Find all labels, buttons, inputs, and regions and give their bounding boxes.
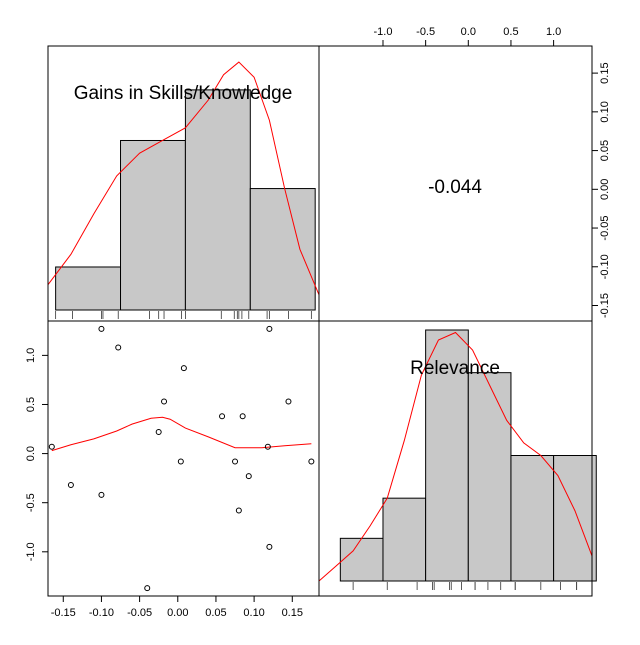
- bottom-axis-tick-label: -0.10: [89, 607, 114, 619]
- scatter-point: [115, 344, 122, 351]
- marks-layer: [48, 311, 578, 592]
- right-axis-tick-label: -0.15: [599, 293, 611, 318]
- relevance-density-curve: [318, 331, 593, 582]
- relevance-histogram-bar: [467, 372, 512, 582]
- curves-layer: [47, 61, 593, 582]
- scatter-point: [245, 473, 252, 480]
- scatter-point: [266, 543, 273, 550]
- scatter-point: [144, 585, 151, 592]
- relevance-histogram-bar: [553, 455, 597, 582]
- scatter-point: [285, 398, 292, 405]
- top-axis-tick-label: -1.0: [374, 26, 393, 38]
- relevance-histogram-bar: [510, 455, 555, 582]
- gains-histogram-bar: [249, 188, 316, 311]
- scatter-smooth-line: [51, 416, 312, 452]
- left-axis-tick-label: 0.0: [25, 446, 37, 461]
- scatter-point: [48, 443, 55, 450]
- gains-density-curve: [47, 61, 320, 296]
- top-axis-tick-label: -0.5: [416, 26, 435, 38]
- right-axis-tick-label: 0.15: [599, 62, 611, 83]
- scatter-point: [98, 491, 105, 498]
- panel-bottom-left-frame: [47, 320, 320, 597]
- scatter-point: [266, 325, 273, 332]
- gains-histogram-bar: [55, 266, 122, 311]
- right-axis-tick-label: -0.10: [599, 254, 611, 279]
- scatter-point: [98, 325, 105, 332]
- correlation-value: -0.044: [428, 177, 482, 198]
- panel-bottom-right-frame: [318, 320, 593, 597]
- histogram-bars-layer: [55, 89, 597, 582]
- bottom-axis-tick-label: 0.15: [282, 607, 303, 619]
- gains-histogram-bar: [184, 89, 251, 311]
- scatter-point: [308, 458, 315, 465]
- scatter-point: [161, 398, 168, 405]
- axes-layer: -1.0 -0.5 0.0 0.5 1.0 -0.15 -0.10 -0.05 0.00 0.05…: [25, 26, 611, 619]
- right-axis-tick-label: 0.05: [599, 140, 611, 161]
- top-axis-tick-label: 0.5: [503, 26, 518, 38]
- left-axis-tick-label: 1.0: [25, 348, 37, 363]
- scatter-point: [177, 458, 184, 465]
- top-axis-tick-label: 0.0: [461, 26, 476, 38]
- scatter-point: [219, 413, 226, 420]
- scatter-point: [235, 507, 242, 514]
- left-axis-tick-label: -1.0: [25, 542, 37, 561]
- scatter-point: [180, 365, 187, 372]
- relevance-histogram-bar: [382, 497, 427, 582]
- left-axis-tick-label: 0.5: [25, 397, 37, 412]
- left-axis-tick-label: -0.5: [25, 493, 37, 512]
- bottom-axis-tick-label: -0.05: [127, 607, 152, 619]
- variable-label-relevance: Relevance: [410, 358, 500, 379]
- relevance-histogram-bar: [425, 329, 469, 582]
- scatter-point: [67, 482, 74, 489]
- relevance-histogram-bar: [339, 537, 384, 582]
- variable-label-gains: Gains in Skills/Knowledge: [74, 83, 293, 104]
- right-axis-tick-label: 0.10: [599, 101, 611, 122]
- scatter-point: [239, 413, 246, 420]
- bottom-axis-tick-label: 0.10: [243, 607, 264, 619]
- scatter-point: [264, 443, 271, 450]
- bottom-axis-tick-label: 0.00: [167, 607, 188, 619]
- top-axis-tick-label: 1.0: [546, 26, 561, 38]
- bottom-axis-tick-label: 0.05: [205, 607, 226, 619]
- bottom-axis-tick-label: -0.15: [51, 607, 76, 619]
- gains-histogram-bar: [120, 139, 186, 311]
- right-axis-tick-label: -0.05: [599, 216, 611, 241]
- right-axis-tick-label: 0.00: [599, 179, 611, 200]
- scatter-point: [232, 458, 239, 465]
- scatter-point: [155, 428, 162, 435]
